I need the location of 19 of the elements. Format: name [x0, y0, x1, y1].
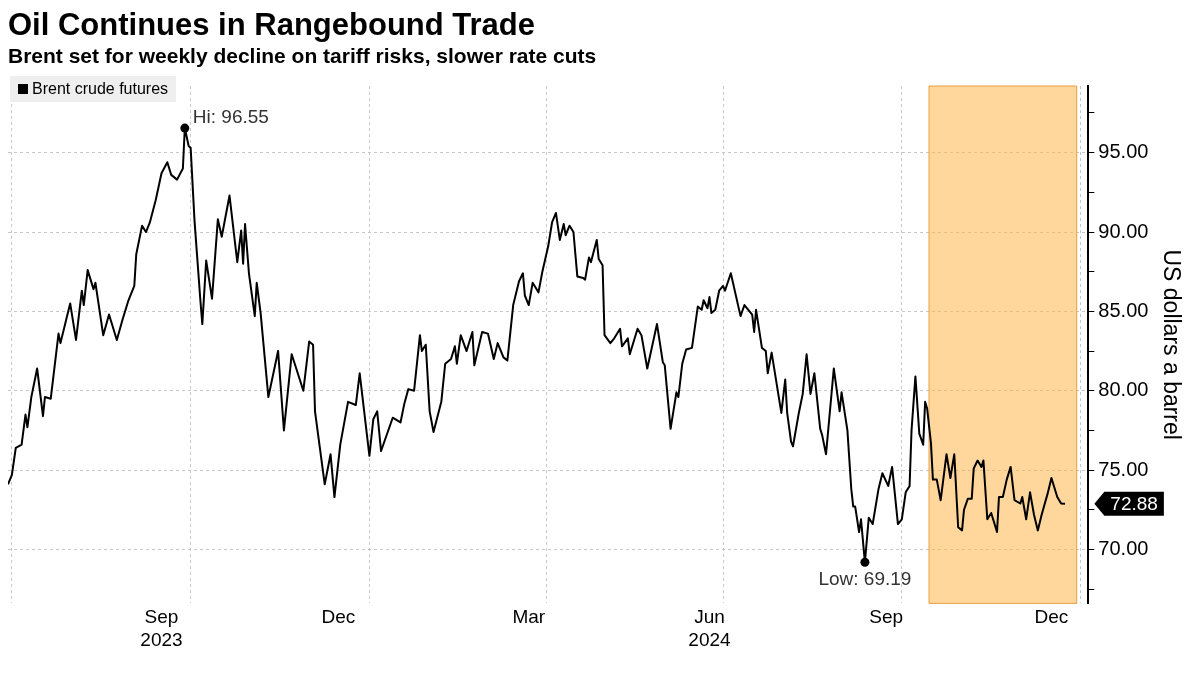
x-tick-label: Sep	[869, 606, 904, 628]
annotation: 72.88	[1110, 492, 1158, 514]
chart-title: Oil Continues in Rangebound Trade	[8, 7, 536, 42]
x-tick-label: Mar	[512, 606, 546, 628]
legend-label: Brent crude futures	[32, 80, 169, 98]
x-tick-label: Sep 2023	[140, 606, 183, 650]
x-tick-label: Dec	[321, 606, 356, 628]
y-tick-label: 90.00	[1098, 219, 1149, 242]
x-tick-label: Jun 2024	[688, 606, 732, 650]
x-tick-label: Dec	[1034, 606, 1069, 628]
chart-subtitle: Brent set for weekly decline on tariff risks, slower rate cuts	[8, 43, 598, 69]
y-tick-label: 75.00	[1098, 457, 1149, 480]
y-tick-label: 85.00	[1098, 298, 1149, 321]
annotation: Low: 69.19	[818, 568, 912, 590]
y-tick-label: 80.00	[1098, 378, 1149, 401]
annotation: Hi: 96.55	[192, 106, 269, 128]
y-tick-label: 95.00	[1098, 140, 1149, 163]
y-axis-title: US dollars a barrel	[1158, 249, 1185, 440]
y-tick-label: 70.00	[1098, 536, 1149, 559]
